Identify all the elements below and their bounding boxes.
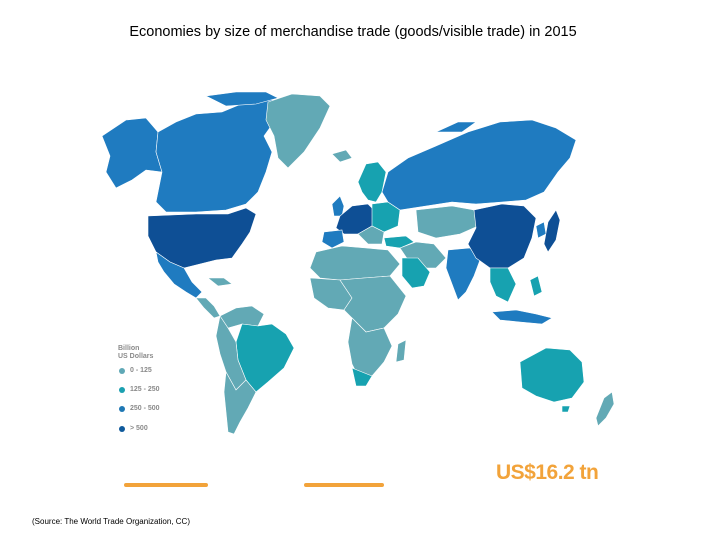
legend-label: 250 - 500 [130,405,160,412]
region-central-asia [415,205,479,239]
legend-unit-line2: US Dollars [118,353,154,360]
legend-swatch [119,426,125,432]
legend-label: 125 - 250 [130,386,160,393]
legend-item: 0 - 125 [118,367,198,377]
region-madagascar [395,339,407,363]
legend-unit-line1: Billion [118,345,140,352]
region-southeast-asia [489,267,517,303]
legend-item: > 500 [118,425,198,435]
region-japan [543,209,561,253]
region-alaska [101,117,163,189]
region-north-africa [309,245,401,281]
region-canada [155,97,285,213]
region-southern-africa [347,317,393,381]
region-iceland [331,149,353,163]
region-greenland [265,93,331,169]
region-scandinavia [357,161,387,203]
region-china [467,203,537,269]
region-indonesia [491,309,553,325]
region-australia [519,347,585,403]
region-russia-north-islands [435,121,477,133]
total-trade-value: US$16.2 tn [496,461,599,484]
region-russia [381,119,577,211]
legend-label: > 500 [130,425,148,432]
legend-label: 0 - 125 [130,367,152,374]
region-balkans [357,225,385,245]
region-tasmania [561,405,571,413]
region-central-africa [339,275,407,333]
region-south-africa [351,367,373,387]
region-philippines [529,275,543,297]
region-canada-islands [204,92,279,107]
orange-divider-middle [304,483,384,487]
legend-item: 250 - 500 [118,405,198,415]
region-caribbean [207,277,233,287]
map-title: Economies by size of merchandise trade (… [129,24,577,40]
map-legend: Billion US Dollars 0 - 125 125 - 250 250… [118,345,160,432]
legend-swatch [119,368,125,374]
region-central-america [195,297,221,319]
region-south-america-south [223,371,257,435]
source-note: (Source: The World Trade Organization, C… [32,517,190,526]
region-uk [331,195,345,217]
region-korea [535,221,547,239]
world-trade-map [101,92,615,435]
region-saudi-arabia [401,257,431,289]
legend-item: 125 - 250 [118,386,198,396]
region-south-america-north [219,305,265,329]
orange-divider-left [124,483,208,487]
legend-swatch [119,406,125,412]
legend-swatch [119,387,125,393]
region-turkey [383,235,415,249]
region-iberia [321,229,345,249]
region-new-zealand [595,391,615,427]
